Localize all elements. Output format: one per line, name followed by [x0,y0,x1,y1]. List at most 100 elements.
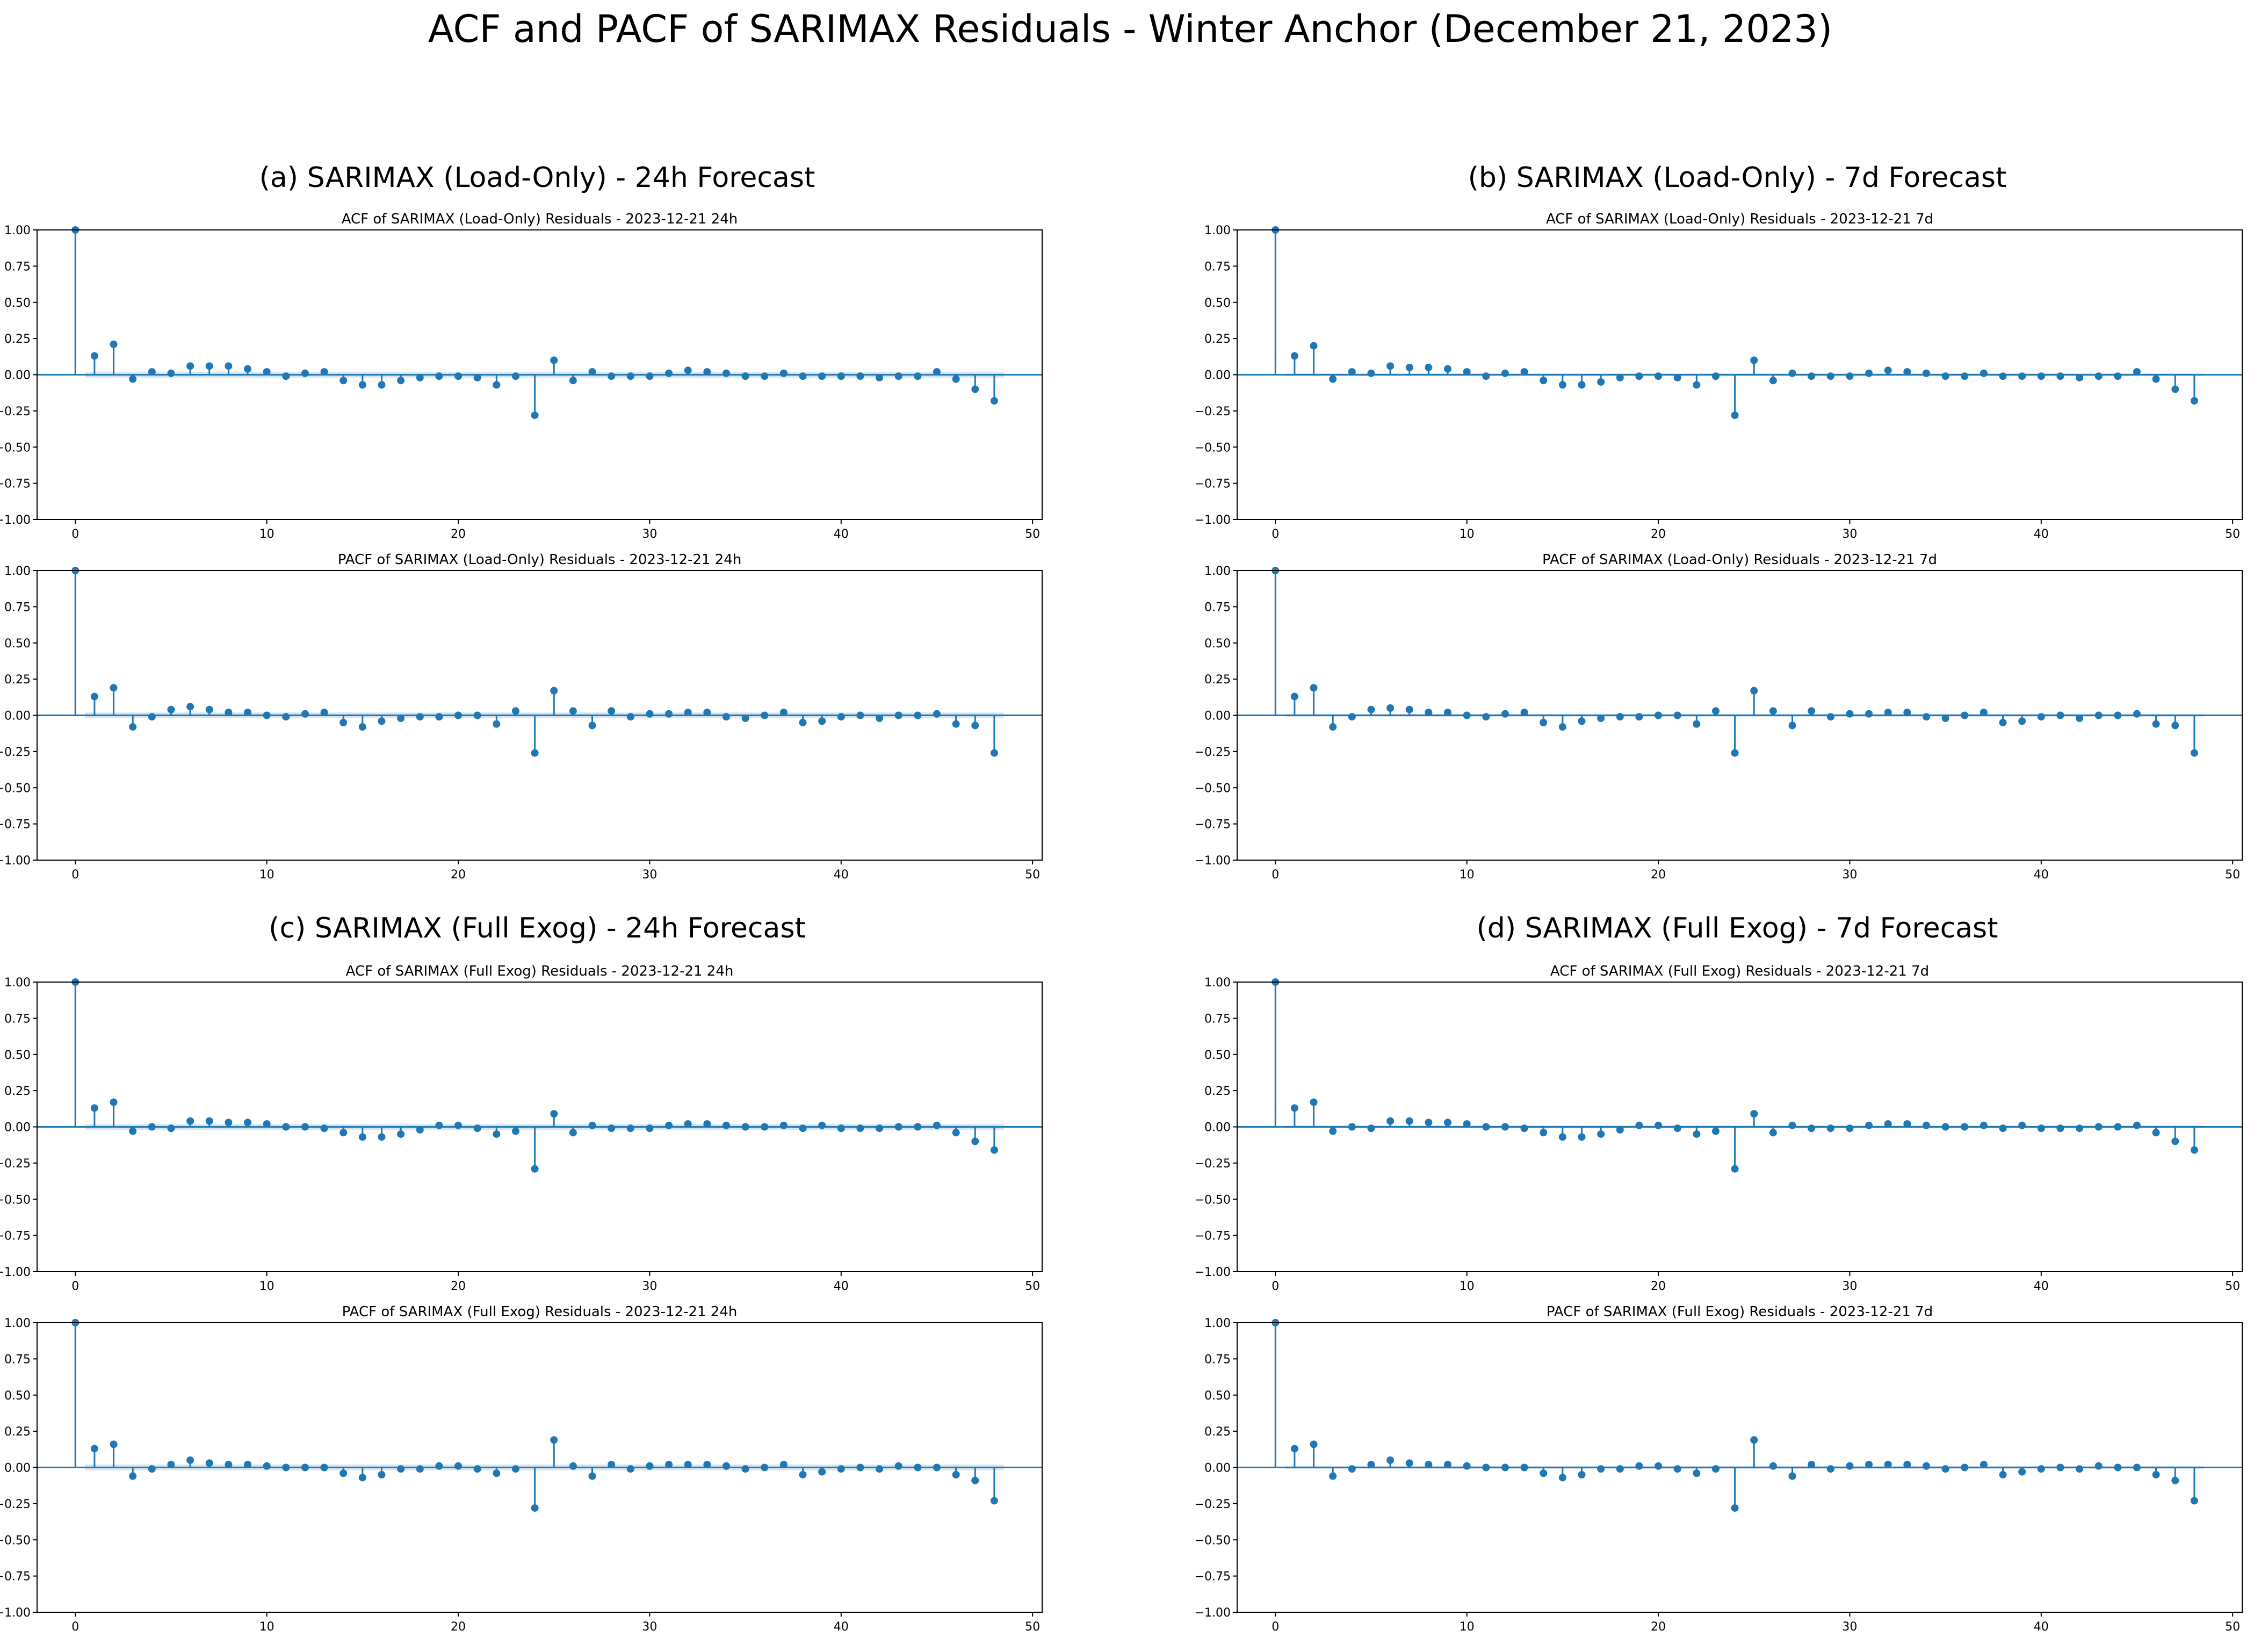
y-tick-label: 1.00 [4,224,31,237]
panel-title-c: (c) SARIMAX (Full Exog) - 24h Forecast [269,912,806,944]
y-tick-label: −0.25 [1195,1157,1231,1171]
lag-marker [339,1469,348,1477]
lag-marker [1673,1124,1681,1132]
lag-marker [779,709,788,717]
lag-marker [779,369,788,377]
lag-marker [301,1463,309,1471]
lag-marker [799,718,807,726]
lag-marker [1711,1465,1720,1473]
lag-marker [186,1117,194,1125]
lag-marker [2018,1468,2026,1476]
lag-marker [1405,1117,1413,1125]
lag-marker [646,372,654,380]
lag-marker [914,1463,922,1471]
lag-marker [263,711,271,719]
y-tick-label: 0.75 [1204,260,1231,273]
lag-marker [1865,710,1873,718]
lag-marker [358,1133,366,1141]
axes-title: ACF of SARIMAX (Load-Only) Residuals - 2… [1546,211,1933,227]
y-tick-label: 0.25 [1204,673,1231,687]
lag-marker [761,372,769,380]
lag-marker [205,1459,213,1467]
y-tick-label: −0.75 [0,1570,31,1584]
lag-marker [2152,720,2160,728]
lag-marker [1540,718,1548,726]
x-tick-label: 30 [1842,868,1857,882]
lag-marker [2037,372,2045,380]
lag-marker [1558,723,1566,731]
lag-marker [990,397,998,405]
x-tick-label: 0 [1272,868,1279,882]
lag-marker [244,365,252,373]
correlogram-axes: PACF of SARIMAX (Full Exog) Residuals - … [1195,1304,2243,1634]
lag-marker [1463,1120,1471,1128]
lag-marker [473,1124,481,1132]
lag-marker [894,711,902,719]
y-tick-label: −0.50 [0,1534,31,1547]
lag-marker [1961,372,1969,380]
lag-marker [301,369,309,377]
lag-marker [1903,1461,1911,1469]
lag-marker [626,1124,634,1132]
lag-marker [1290,1445,1298,1453]
lag-marker [1635,372,1643,380]
lag-marker [1999,1470,2007,1478]
lag-marker [320,709,328,717]
lag-marker [1961,1463,1969,1471]
lag-marker [1367,705,1375,713]
lag-marker [2190,1146,2198,1154]
lag-marker [1540,377,1548,385]
lag-marker [741,714,749,722]
lag-marker [205,705,213,713]
lag-marker [971,1137,979,1145]
x-tick-label: 20 [451,1280,466,1293]
x-tick-label: 0 [71,1280,79,1293]
lag-marker [397,714,405,722]
lag-marker [1597,378,1605,386]
y-tick-label: 0.25 [4,1085,31,1098]
lag-marker [129,375,137,383]
lag-marker [378,1133,386,1141]
lag-marker [2114,1123,2122,1131]
lag-marker [205,1117,213,1125]
lag-marker [225,709,233,717]
lag-marker [378,381,386,389]
y-tick-label: −0.75 [1195,818,1231,832]
lag-marker [799,372,807,380]
y-tick-label: 0.50 [1204,297,1231,310]
y-tick-label: 0.75 [4,1012,31,1026]
lag-marker [2114,372,2122,380]
lag-marker [1386,1456,1395,1465]
lag-marker [550,1436,558,1444]
lag-marker [282,713,290,721]
lag-marker [1865,1121,1873,1129]
y-tick-label: 1.00 [1204,224,1231,237]
x-tick-label: 10 [259,528,275,541]
lag-marker [876,714,884,722]
axes-title: ACF of SARIMAX (Load-Only) Residuals - 2… [342,211,738,227]
lag-marker [588,1121,596,1129]
lag-marker [761,1463,769,1471]
lag-marker [1693,381,1701,389]
lag-marker [856,1463,864,1471]
lag-marker [2094,1462,2103,1470]
y-tick-label: −0.25 [0,405,31,419]
lag-marker [1865,369,1873,377]
lag-marker [1884,1461,1892,1469]
lag-marker [837,372,845,380]
lag-marker [1731,749,1739,757]
lag-marker [416,713,424,721]
lag-marker [2037,713,2045,721]
x-tick-label: 30 [642,1620,657,1634]
x-tick-label: 50 [2225,528,2240,541]
axes-title: PACF of SARIMAX (Full Exog) Residuals - … [342,1304,738,1320]
x-tick-label: 50 [1025,1280,1040,1293]
lag-marker [646,710,654,718]
y-tick-label: 0.00 [1204,710,1231,723]
lag-marker [2018,1121,2026,1129]
lag-marker [90,352,98,360]
lag-marker [1348,1465,1356,1473]
lag-marker [301,710,309,718]
lag-marker [1941,1465,1949,1473]
